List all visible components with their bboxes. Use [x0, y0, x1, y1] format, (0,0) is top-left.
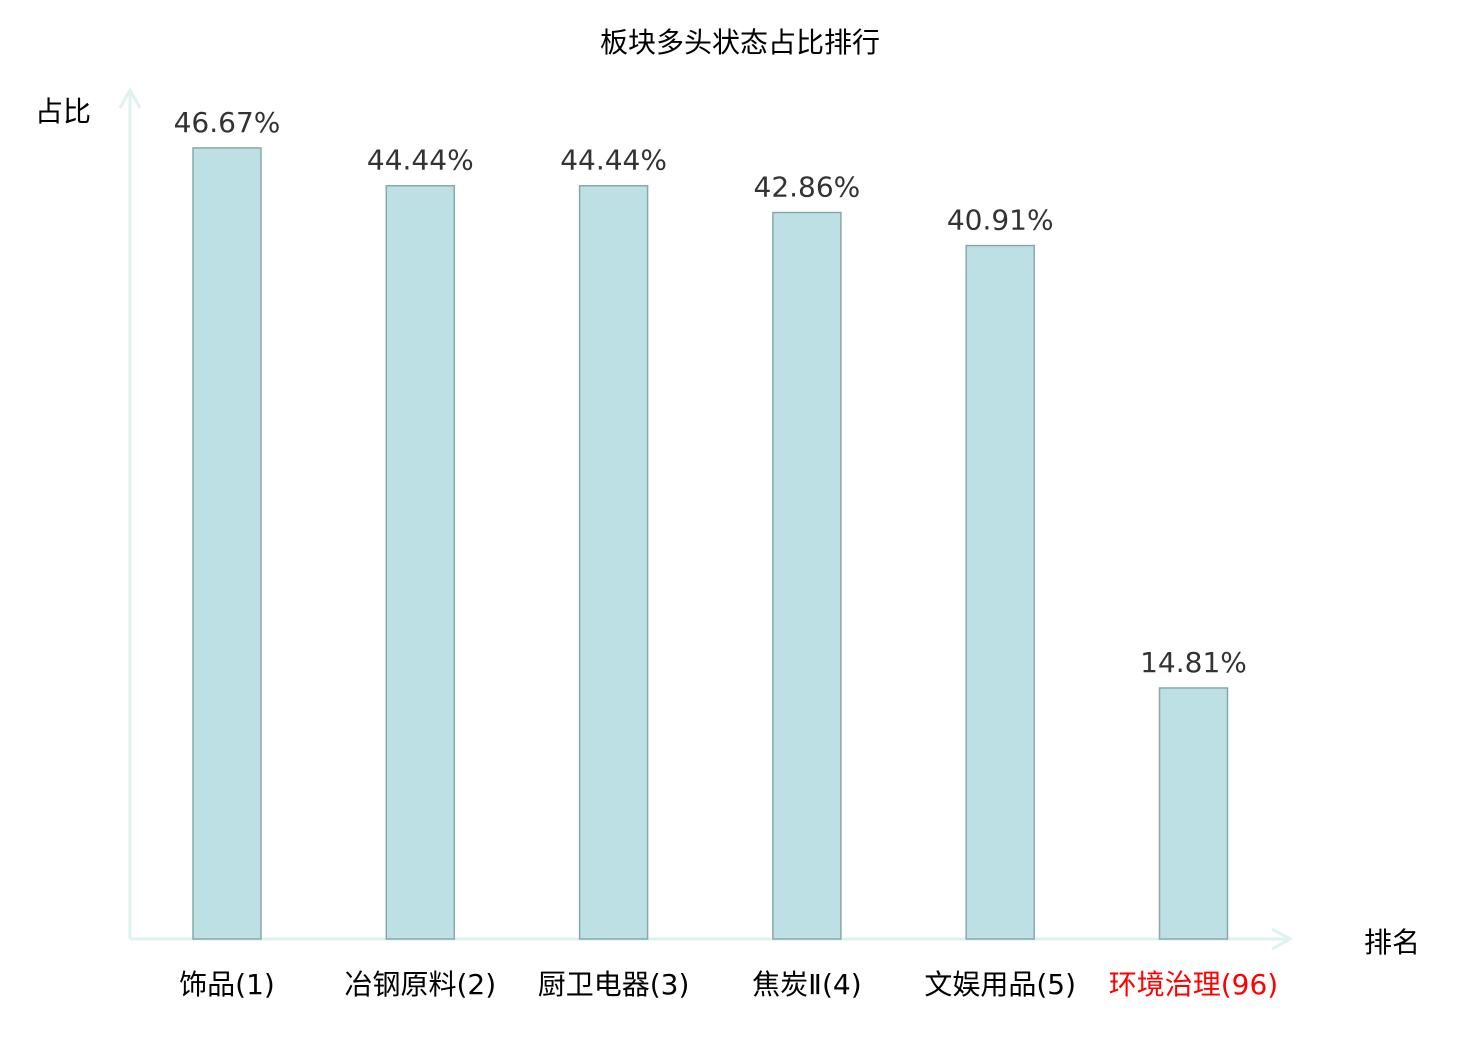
data-label: 44.44%: [367, 144, 474, 177]
x-axis-label: 排名: [1364, 926, 1420, 959]
bar: [965, 244, 1035, 940]
x-tick-label: 饰品(1): [179, 968, 275, 1001]
bar: [578, 184, 649, 940]
bar: [192, 147, 262, 940]
x-tick-label: 焦炭Ⅱ(4): [752, 968, 861, 1001]
data-label: 46.67%: [174, 106, 281, 139]
bar: [385, 184, 456, 940]
x-tick-label: 文娱用品(5): [924, 968, 1076, 1001]
bar: [1158, 687, 1229, 940]
data-label: 42.86%: [754, 171, 861, 204]
chart-title: 板块多头状态占比排行: [600, 26, 880, 59]
data-label: 44.44%: [560, 144, 667, 177]
data-label: 40.91%: [947, 204, 1054, 237]
y-axis-label: 占比: [35, 95, 91, 128]
x-tick-label: 厨卫电器(3): [538, 968, 690, 1001]
data-label: 14.81%: [1140, 646, 1247, 679]
x-axis-arrow-icon: [1271, 927, 1294, 951]
x-tick-label: 冶钢原料(2): [344, 968, 496, 1001]
y-axis-arrow-icon: [118, 86, 142, 109]
x-tick-label: 环境治理(96): [1109, 968, 1278, 1001]
bar: [772, 211, 842, 940]
